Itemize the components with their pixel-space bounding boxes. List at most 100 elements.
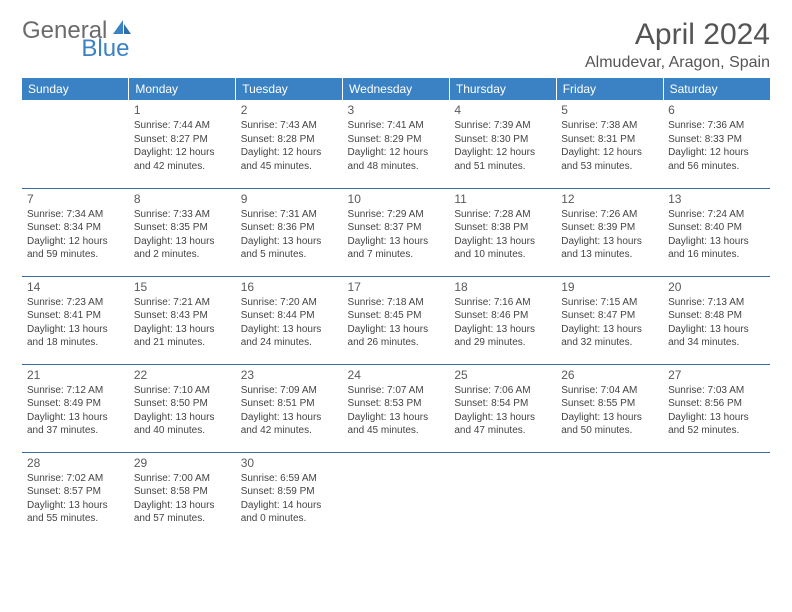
calendar-cell: 18Sunrise: 7:16 AMSunset: 8:46 PMDayligh…: [449, 276, 556, 364]
dayheader-thu: Thursday: [449, 78, 556, 100]
location-label: Almudevar, Aragon, Spain: [585, 54, 770, 72]
calendar-cell: [556, 452, 663, 540]
day-number: 3: [348, 103, 445, 117]
day-number: 9: [241, 192, 338, 206]
day-number: 6: [668, 103, 765, 117]
calendar-cell: 8 Sunrise: 7:33 AMSunset: 8:35 PMDaylight…: [129, 188, 236, 276]
calendar-cell: 6 Sunrise: 7:36 AMSunset: 8:33 PMDaylight…: [663, 100, 770, 188]
calendar-cell: [663, 452, 770, 540]
day-details: Sunrise: 7:03 AMSunset: 8:56 PMDaylight:…: [668, 384, 765, 438]
day-details: Sunrise: 7:02 AMSunset: 8:57 PMDaylight:…: [27, 472, 124, 526]
dayheader-sat: Saturday: [663, 78, 770, 100]
day-number: 26: [561, 368, 658, 382]
day-details: Sunrise: 7:24 AMSunset: 8:40 PMDaylight:…: [668, 208, 765, 262]
day-number: 15: [134, 280, 231, 294]
day-details: Sunrise: 7:33 AMSunset: 8:35 PMDaylight:…: [134, 208, 231, 262]
day-details: Sunrise: 7:36 AMSunset: 8:33 PMDaylight:…: [668, 119, 765, 173]
day-details: Sunrise: 7:06 AMSunset: 8:54 PMDaylight:…: [454, 384, 551, 438]
calendar-cell: 2 Sunrise: 7:43 AMSunset: 8:28 PMDaylight…: [236, 100, 343, 188]
calendar-cell: 27 Sunrise: 7:03 AMSunset: 8:56 PMDayligh…: [663, 364, 770, 452]
day-number: 13: [668, 192, 765, 206]
day-number: 21: [27, 368, 124, 382]
day-details: Sunrise: 6:59 AMSunset: 8:59 PMDaylight:…: [241, 472, 338, 526]
calendar-cell: 24 Sunrise: 7:07 AMSunset: 8:53 PMDayligh…: [343, 364, 450, 452]
day-details: Sunrise: 7:04 AMSunset: 8:55 PMDaylight:…: [561, 384, 658, 438]
calendar-cell: 25 Sunrise: 7:06 AMSunset: 8:54 PMDayligh…: [449, 364, 556, 452]
day-number: 29: [134, 456, 231, 470]
day-number: 25: [454, 368, 551, 382]
day-number: 1: [134, 103, 231, 117]
day-details: Sunrise: 7:39 AMSunset: 8:30 PMDaylight:…: [454, 119, 551, 173]
day-number: 2: [241, 103, 338, 117]
day-number: 5: [561, 103, 658, 117]
calendar-table: Sunday Monday Tuesday Wednesday Thursday…: [22, 78, 770, 540]
calendar-cell: 20Sunrise: 7:13 AMSunset: 8:48 PMDayligh…: [663, 276, 770, 364]
calendar-cell: 9 Sunrise: 7:31 AMSunset: 8:36 PMDaylight…: [236, 188, 343, 276]
calendar-cell: 1Sunrise: 7:44 AMSunset: 8:27 PMDaylight…: [129, 100, 236, 188]
calendar-cell: 22Sunrise: 7:10 AMSunset: 8:50 PMDayligh…: [129, 364, 236, 452]
calendar-cell: 28 Sunrise: 7:02 AMSunset: 8:57 PMDayligh…: [22, 452, 129, 540]
day-details: Sunrise: 7:23 AMSunset: 8:41 PMDaylight:…: [27, 296, 124, 350]
dayheader-sun: Sunday: [22, 78, 129, 100]
day-details: Sunrise: 7:12 AMSunset: 8:49 PMDaylight:…: [27, 384, 124, 438]
day-number: 8: [134, 192, 231, 206]
calendar-cell: 13 Sunrise: 7:24 AMSunset: 8:40 PMDayligh…: [663, 188, 770, 276]
dayheader-wed: Wednesday: [343, 78, 450, 100]
calendar-cell: [22, 100, 129, 188]
day-details: Sunrise: 7:10 AMSunset: 8:50 PMDaylight:…: [134, 384, 231, 438]
day-number: 18: [454, 280, 551, 294]
day-number: 28: [27, 456, 124, 470]
calendar-cell: 10 Sunrise: 7:29 AMSunset: 8:37 PMDayligh…: [343, 188, 450, 276]
day-details: Sunrise: 7:20 AMSunset: 8:44 PMDaylight:…: [241, 296, 338, 350]
day-number: 11: [454, 192, 551, 206]
logo: General Blue: [22, 18, 185, 43]
day-details: Sunrise: 7:13 AMSunset: 8:48 PMDaylight:…: [668, 296, 765, 350]
day-details: Sunrise: 7:21 AMSunset: 8:43 PMDaylight:…: [134, 296, 231, 350]
calendar-cell: 26 Sunrise: 7:04 AMSunset: 8:55 PMDayligh…: [556, 364, 663, 452]
day-details: Sunrise: 7:38 AMSunset: 8:31 PMDaylight:…: [561, 119, 658, 173]
calendar-cell: 16 Sunrise: 7:20 AMSunset: 8:44 PMDayligh…: [236, 276, 343, 364]
day-details: Sunrise: 7:31 AMSunset: 8:36 PMDaylight:…: [241, 208, 338, 262]
day-details: Sunrise: 7:07 AMSunset: 8:53 PMDaylight:…: [348, 384, 445, 438]
day-number: 12: [561, 192, 658, 206]
calendar-cell: 14Sunrise: 7:23 AMSunset: 8:41 PMDayligh…: [22, 276, 129, 364]
calendar-row: 28 Sunrise: 7:02 AMSunset: 8:57 PMDayligh…: [22, 452, 770, 540]
day-details: Sunrise: 7:29 AMSunset: 8:37 PMDaylight:…: [348, 208, 445, 262]
calendar-row: 14Sunrise: 7:23 AMSunset: 8:41 PMDayligh…: [22, 276, 770, 364]
calendar-cell: 3 Sunrise: 7:41 AMSunset: 8:29 PMDaylight…: [343, 100, 450, 188]
calendar-cell: 11 Sunrise: 7:28 AMSunset: 8:38 PMDayligh…: [449, 188, 556, 276]
calendar-row: 21 Sunrise: 7:12 AMSunset: 8:49 PMDayligh…: [22, 364, 770, 452]
day-details: Sunrise: 7:41 AMSunset: 8:29 PMDaylight:…: [348, 119, 445, 173]
day-number: 27: [668, 368, 765, 382]
day-details: Sunrise: 7:09 AMSunset: 8:51 PMDaylight:…: [241, 384, 338, 438]
calendar-cell: 29 Sunrise: 7:00 AMSunset: 8:58 PMDayligh…: [129, 452, 236, 540]
dayheader-tue: Tuesday: [236, 78, 343, 100]
calendar-cell: 5 Sunrise: 7:38 AMSunset: 8:31 PMDaylight…: [556, 100, 663, 188]
day-details: Sunrise: 7:15 AMSunset: 8:47 PMDaylight:…: [561, 296, 658, 350]
day-number: 10: [348, 192, 445, 206]
day-number: 23: [241, 368, 338, 382]
day-details: Sunrise: 7:00 AMSunset: 8:58 PMDaylight:…: [134, 472, 231, 526]
day-details: Sunrise: 7:34 AMSunset: 8:34 PMDaylight:…: [27, 208, 124, 262]
day-number: 19: [561, 280, 658, 294]
logo-text-blue: Blue: [81, 37, 129, 61]
day-details: Sunrise: 7:43 AMSunset: 8:28 PMDaylight:…: [241, 119, 338, 173]
day-details: Sunrise: 7:28 AMSunset: 8:38 PMDaylight:…: [454, 208, 551, 262]
day-number: 4: [454, 103, 551, 117]
day-details: Sunrise: 7:18 AMSunset: 8:45 PMDaylight:…: [348, 296, 445, 350]
day-number: 17: [348, 280, 445, 294]
calendar-cell: 21 Sunrise: 7:12 AMSunset: 8:49 PMDayligh…: [22, 364, 129, 452]
calendar-cell: 7Sunrise: 7:34 AMSunset: 8:34 PMDaylight…: [22, 188, 129, 276]
day-details: Sunrise: 7:26 AMSunset: 8:39 PMDaylight:…: [561, 208, 658, 262]
day-number: 16: [241, 280, 338, 294]
day-number: 24: [348, 368, 445, 382]
calendar-cell: 30 Sunrise: 6:59 AMSunset: 8:59 PMDayligh…: [236, 452, 343, 540]
calendar-cell: [449, 452, 556, 540]
month-title: April 2024: [585, 18, 770, 52]
calendar-cell: [343, 452, 450, 540]
calendar-cell: 23 Sunrise: 7:09 AMSunset: 8:51 PMDayligh…: [236, 364, 343, 452]
day-number: 30: [241, 456, 338, 470]
calendar-row: 7Sunrise: 7:34 AMSunset: 8:34 PMDaylight…: [22, 188, 770, 276]
calendar-cell: 12 Sunrise: 7:26 AMSunset: 8:39 PMDayligh…: [556, 188, 663, 276]
calendar-row: 1Sunrise: 7:44 AMSunset: 8:27 PMDaylight…: [22, 100, 770, 188]
